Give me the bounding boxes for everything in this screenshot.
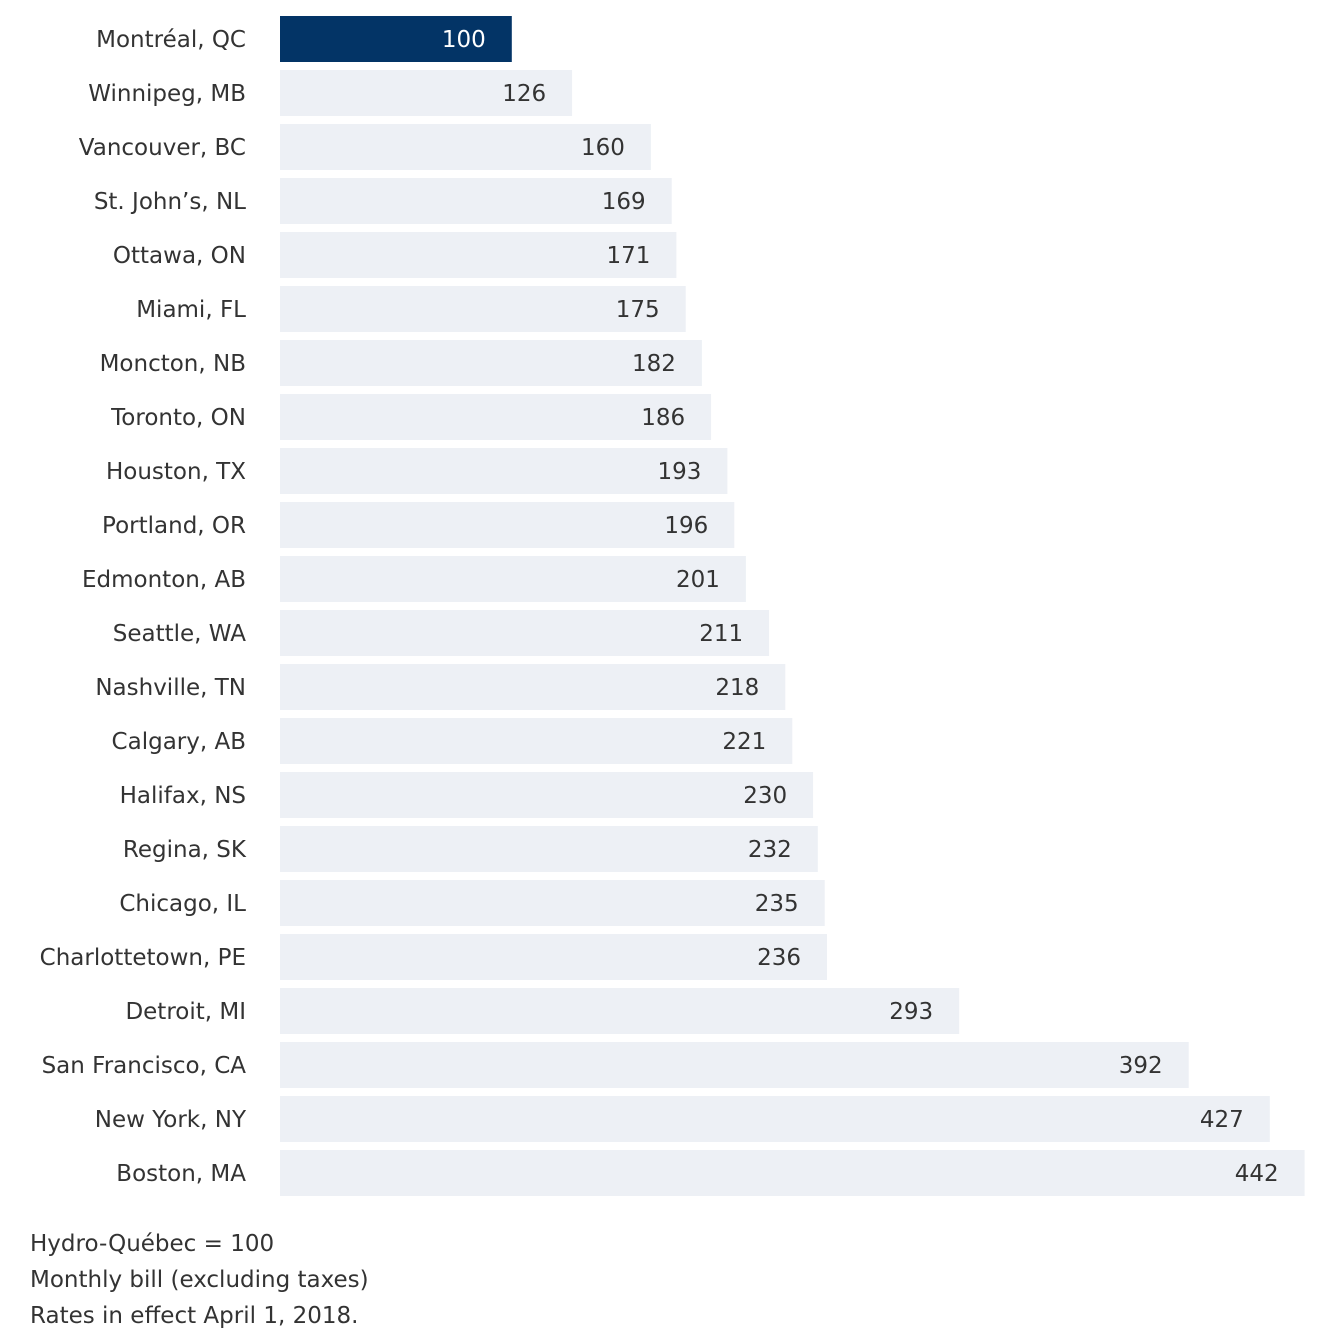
category-label-miami-fl: Miami, FL bbox=[136, 297, 246, 323]
category-label-new-york-ny: New York, NY bbox=[95, 1107, 247, 1133]
bar-vancouver-bc bbox=[280, 124, 651, 170]
bar-row-toronto-on: Toronto, ON 186 bbox=[110, 394, 712, 440]
value-label-toronto-on: 186 bbox=[641, 405, 685, 431]
category-label-vancouver-bc: Vancouver, BC bbox=[79, 135, 246, 161]
value-label-ottawa-on: 171 bbox=[606, 243, 650, 269]
bar-seattle-wa bbox=[280, 610, 770, 656]
value-label-montreal-qc: 100 bbox=[442, 27, 486, 53]
bar-boston-ma bbox=[280, 1150, 1305, 1196]
value-label-houston-tx: 193 bbox=[657, 459, 701, 485]
bar-row-halifax-ns: Halifax, NS 230 bbox=[120, 772, 814, 818]
bar-toronto-on bbox=[280, 394, 712, 440]
chart-notes: Hydro-Québec = 100 Monthly bill (excludi… bbox=[30, 1226, 369, 1334]
bar-row-houston-tx: Houston, TX 193 bbox=[106, 448, 728, 494]
bar-row-moncton-nb: Moncton, NB 182 bbox=[100, 340, 702, 386]
category-label-edmonton-ab: Edmonton, AB bbox=[82, 567, 246, 593]
bar-moncton-nb bbox=[280, 340, 702, 386]
bar-row-vancouver-bc: Vancouver, BC 160 bbox=[79, 124, 651, 170]
bar-row-boston-ma: Boston, MA 442 bbox=[116, 1150, 1305, 1196]
bar-row-miami-fl: Miami, FL 175 bbox=[136, 286, 686, 332]
value-label-boston-ma: 442 bbox=[1235, 1161, 1279, 1187]
category-label-st-john-s-nl: St. John’s, NL bbox=[94, 189, 246, 215]
bar-san-francisco-ca bbox=[280, 1042, 1189, 1088]
bar-row-seattle-wa: Seattle, WA 211 bbox=[113, 610, 770, 656]
value-label-chicago-il: 235 bbox=[755, 891, 799, 917]
value-label-st-john-s-nl: 169 bbox=[602, 189, 646, 215]
bar-row-detroit-mi: Detroit, MI 293 bbox=[125, 988, 960, 1034]
value-label-calgary-ab: 221 bbox=[722, 729, 766, 755]
bar-row-chicago-il: Chicago, IL 235 bbox=[119, 880, 825, 926]
bar-calgary-ab bbox=[280, 718, 793, 764]
value-label-moncton-nb: 182 bbox=[632, 351, 676, 377]
value-label-portland-or: 196 bbox=[664, 513, 708, 539]
bar-montreal-qc bbox=[280, 16, 512, 62]
value-label-halifax-ns: 230 bbox=[743, 783, 787, 809]
bar-chart: Montréal, QC 100 Winnipeg, MB 126 Vancouver,… bbox=[40, 16, 1305, 1196]
category-label-montreal-qc: Montréal, QC bbox=[96, 27, 246, 53]
category-label-portland-or: Portland, OR bbox=[102, 513, 246, 539]
value-label-regina-sk: 232 bbox=[748, 837, 792, 863]
bar-edmonton-ab bbox=[280, 556, 746, 602]
category-label-ottawa-on: Ottawa, ON bbox=[113, 243, 246, 269]
bar-row-calgary-ab: Calgary, AB 221 bbox=[112, 718, 793, 764]
category-label-regina-sk: Regina, SK bbox=[123, 837, 247, 863]
category-label-seattle-wa: Seattle, WA bbox=[113, 621, 247, 647]
bar-regina-sk bbox=[280, 826, 818, 872]
bar-ottawa-on bbox=[280, 232, 677, 278]
value-label-seattle-wa: 211 bbox=[699, 621, 743, 647]
bar-st-john-s-nl bbox=[280, 178, 672, 224]
bar-row-nashville-tn: Nashville, TN 218 bbox=[95, 664, 786, 710]
category-label-chicago-il: Chicago, IL bbox=[119, 891, 246, 917]
bar-row-winnipeg-mb: Winnipeg, MB 126 bbox=[88, 70, 573, 116]
value-label-new-york-ny: 427 bbox=[1200, 1107, 1244, 1133]
bar-row-edmonton-ab: Edmonton, AB 201 bbox=[82, 556, 746, 602]
value-label-nashville-tn: 218 bbox=[715, 675, 759, 701]
bar-row-portland-or: Portland, OR 196 bbox=[102, 502, 735, 548]
category-label-winnipeg-mb: Winnipeg, MB bbox=[88, 81, 246, 107]
category-label-calgary-ab: Calgary, AB bbox=[112, 729, 246, 755]
value-label-winnipeg-mb: 126 bbox=[502, 81, 546, 107]
value-label-detroit-mi: 293 bbox=[889, 999, 933, 1025]
category-label-charlottetown-pe: Charlottetown, PE bbox=[40, 945, 246, 971]
bar-new-york-ny bbox=[280, 1096, 1270, 1142]
category-label-boston-ma: Boston, MA bbox=[116, 1161, 246, 1187]
category-label-moncton-nb: Moncton, NB bbox=[100, 351, 246, 377]
category-label-halifax-ns: Halifax, NS bbox=[120, 783, 246, 809]
note-reference: Hydro-Québec = 100 bbox=[30, 1231, 275, 1257]
category-label-toronto-on: Toronto, ON bbox=[110, 405, 246, 431]
bar-row-new-york-ny: New York, NY 427 bbox=[95, 1096, 1270, 1142]
category-label-houston-tx: Houston, TX bbox=[106, 459, 246, 485]
bar-row-san-francisco-ca: San Francisco, CA 392 bbox=[42, 1042, 1189, 1088]
bar-row-ottawa-on: Ottawa, ON 171 bbox=[113, 232, 677, 278]
bar-row-charlottetown-pe: Charlottetown, PE 236 bbox=[40, 934, 827, 980]
bar-halifax-ns bbox=[280, 772, 814, 818]
bar-miami-fl bbox=[280, 286, 686, 332]
bar-winnipeg-mb bbox=[280, 70, 573, 116]
value-label-vancouver-bc: 160 bbox=[581, 135, 625, 161]
category-label-san-francisco-ca: San Francisco, CA bbox=[42, 1053, 247, 1079]
bar-chicago-il bbox=[280, 880, 825, 926]
bar-row-regina-sk: Regina, SK 232 bbox=[123, 826, 818, 872]
value-label-charlottetown-pe: 236 bbox=[757, 945, 801, 971]
bar-portland-or bbox=[280, 502, 735, 548]
bar-row-st-john-s-nl: St. John’s, NL 169 bbox=[94, 178, 672, 224]
bar-row-montreal-qc: Montréal, QC 100 bbox=[96, 16, 512, 62]
category-label-nashville-tn: Nashville, TN bbox=[95, 675, 246, 701]
bar-nashville-tn bbox=[280, 664, 786, 710]
bar-houston-tx bbox=[280, 448, 728, 494]
bar-charlottetown-pe bbox=[280, 934, 827, 980]
category-label-detroit-mi: Detroit, MI bbox=[125, 999, 246, 1025]
note-bill-type: Monthly bill (excluding taxes) bbox=[30, 1267, 369, 1293]
value-label-miami-fl: 175 bbox=[616, 297, 660, 323]
note-rates-date: Rates in effect April 1, 2018. bbox=[30, 1303, 359, 1329]
bar-detroit-mi bbox=[280, 988, 960, 1034]
value-label-san-francisco-ca: 392 bbox=[1119, 1053, 1163, 1079]
value-label-edmonton-ab: 201 bbox=[676, 567, 720, 593]
